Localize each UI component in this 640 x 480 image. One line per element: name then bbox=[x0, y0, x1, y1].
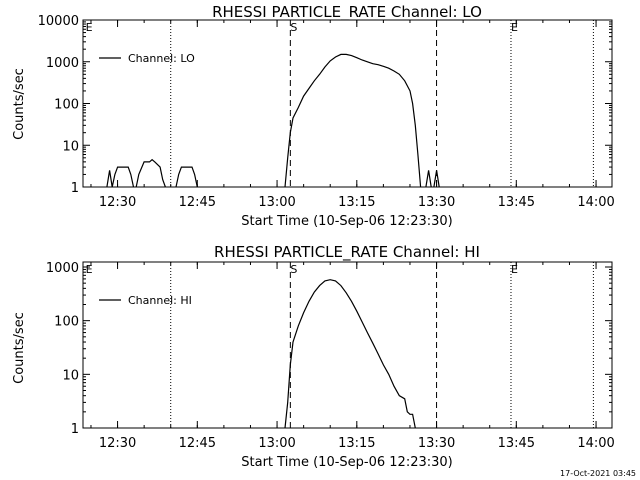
panel-lo-ytick-label: 10000 bbox=[38, 14, 79, 29]
panel-hi-ytick-label: 100 bbox=[54, 315, 79, 330]
panel-hi-ytick-label: 1000 bbox=[46, 261, 79, 276]
panel-lo-series-line bbox=[106, 166, 135, 188]
panel-hi-xtick-label: 13:15 bbox=[338, 436, 375, 451]
panel-lo-series-line bbox=[425, 170, 432, 188]
panel-hi-xtick-label: 13:45 bbox=[498, 436, 535, 451]
panel-hi-xtick-label: 12:30 bbox=[99, 436, 136, 451]
panel-hi-legend-entry: Channel: HI bbox=[128, 294, 192, 307]
panel-lo-xtick-label: 12:45 bbox=[179, 195, 216, 210]
panel-lo: RHESSI PARTICLE_RATE Channel: LO Start T… bbox=[12, 3, 615, 229]
panel-hi-title: RHESSI PARTICLE_RATE Channel: HI bbox=[214, 243, 480, 262]
panel-hi-xtick-label: 14:00 bbox=[577, 436, 614, 451]
footer-timestamp: 17-Oct-2021 03:45 bbox=[560, 469, 636, 478]
panel-lo-xtick-label: 13:00 bbox=[258, 195, 295, 210]
panel-lo-series-line bbox=[284, 53, 422, 188]
panel-hi-ytick-label: 10 bbox=[62, 368, 79, 383]
panel-hi-xtick-label: 13:30 bbox=[418, 436, 455, 451]
panel-lo-ytick-label: 100 bbox=[54, 98, 79, 113]
panel-lo-marker-label: E bbox=[511, 21, 518, 34]
panel-hi-ylabel: Counts/sec bbox=[12, 312, 27, 384]
panel-lo-ytick-label: 1 bbox=[71, 181, 79, 196]
panel-lo-marker-label: S bbox=[290, 21, 297, 34]
panel-lo-xtick-label: 12:30 bbox=[99, 195, 136, 210]
panel-lo-ylabel: Counts/sec bbox=[12, 68, 27, 140]
panel-lo-ytick-label: 10 bbox=[62, 139, 79, 154]
panel-hi-marker-label: S bbox=[290, 263, 297, 276]
panel-lo-xlabel: Start Time (10-Sep-06 12:23:30) bbox=[241, 214, 452, 229]
panel-hi-xtick-label: 12:45 bbox=[179, 436, 216, 451]
panel-hi-ytick-label: 1 bbox=[71, 422, 79, 437]
panel-lo-xtick-label: 14:00 bbox=[577, 195, 614, 210]
panel-lo-series-line bbox=[175, 166, 198, 188]
panel-hi-marker-label: E bbox=[511, 263, 518, 276]
panel-hi-marker-label: E bbox=[86, 263, 93, 276]
panel-lo-series-line bbox=[135, 158, 166, 188]
panel-lo-series-line bbox=[433, 170, 440, 188]
panel-lo-frame bbox=[82, 19, 613, 188]
panel-lo-xtick-label: 13:15 bbox=[338, 195, 375, 210]
panel-hi-xtick-label: 13:00 bbox=[258, 436, 295, 451]
panel-hi-series-line bbox=[284, 279, 416, 429]
panel-hi: RHESSI PARTICLE_RATE Channel: HI Start T… bbox=[12, 243, 615, 470]
panel-lo-legend-entry: Channel: LO bbox=[128, 52, 195, 65]
panel-lo-xtick-label: 13:30 bbox=[418, 195, 455, 210]
panel-hi-frame bbox=[82, 261, 613, 429]
panel-lo-title: RHESSI PARTICLE_RATE Channel: LO bbox=[212, 3, 482, 22]
panel-lo-marker-label: E bbox=[86, 21, 93, 34]
panel-hi-xlabel: Start Time (10-Sep-06 12:23:30) bbox=[241, 455, 452, 470]
panel-lo-ytick-label: 1000 bbox=[46, 56, 79, 71]
panel-lo-xtick-label: 13:45 bbox=[498, 195, 535, 210]
